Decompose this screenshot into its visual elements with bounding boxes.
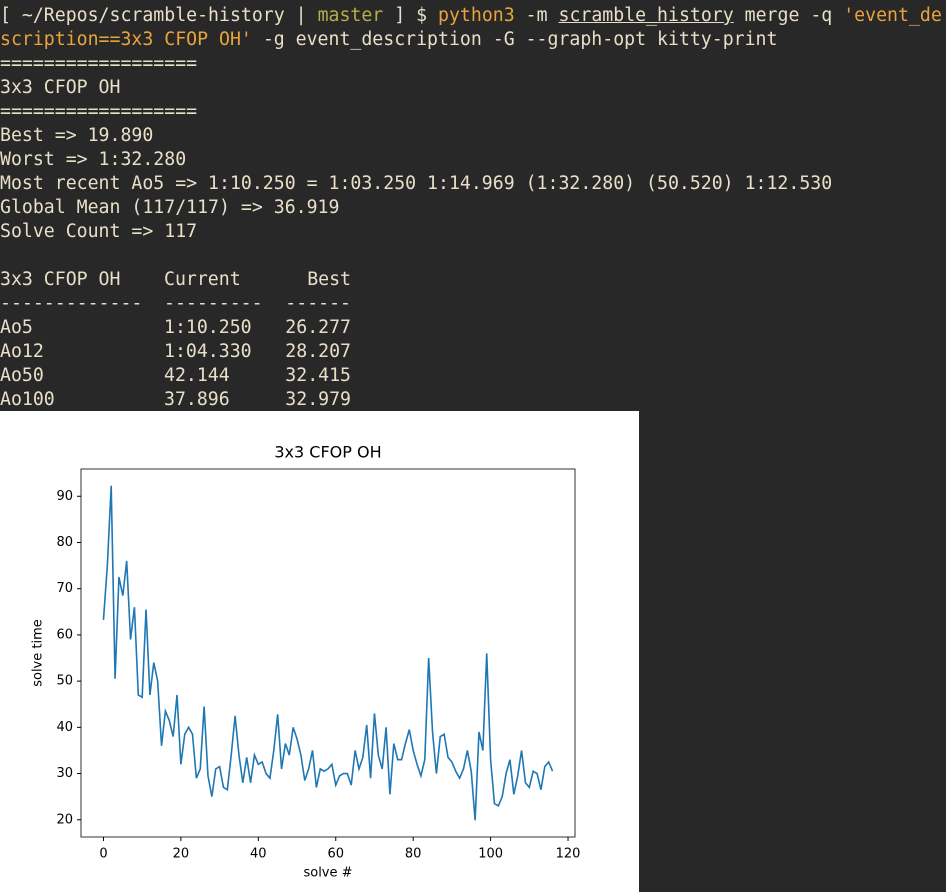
table-cell: 28.207 (285, 341, 351, 362)
x-tick-label: 0 (99, 847, 107, 862)
table-cell: 37.896 (164, 389, 230, 410)
command-segment: scription==3x3 CFOP OH' (0, 29, 252, 50)
table-cell: 1:04.330 (164, 341, 252, 362)
y-tick-label: 50 (56, 674, 73, 689)
table-rule: --------- (164, 293, 263, 314)
table-cell: Ao12 (0, 341, 44, 362)
command-segment: python3 (438, 5, 515, 26)
y-axis-label: solve time (31, 619, 46, 687)
output-line: ================== (0, 53, 198, 74)
x-tick-label: 60 (327, 847, 344, 862)
output-line: Solve Count => 117 (0, 221, 198, 242)
table-rule: ------------- (0, 293, 143, 314)
output-line: Best => 19.890 (0, 125, 154, 146)
chart: 3x3 CFOP OH solve # solve time 0 20 40 60 80… (0, 411, 639, 892)
output-line: Most recent Ao5 => 1:10.250 = 1:03.250 1… (0, 173, 833, 194)
data-line (102, 485, 554, 821)
command-segment: -g event_description -G --graph-opt kitt… (262, 29, 778, 50)
command-segment: [ ~/Repos/scramble-history | (0, 5, 307, 26)
axes-frame (80, 468, 576, 838)
table-cell: 32.415 (285, 365, 351, 386)
y-tick-label: 60 (56, 627, 73, 642)
command-line: [ ~/Repos/scramble-history | master ] $ … (0, 4, 942, 28)
output-line: Worst => 1:32.280 (0, 149, 187, 170)
table-cell: 26.277 (285, 317, 351, 338)
table-cell: Ao50 (0, 365, 44, 386)
output-line: 3x3 CFOP OH (0, 77, 121, 98)
y-tick-label: 80 (56, 535, 73, 550)
y-tick-label: 40 (56, 720, 73, 735)
command-segment: -m (525, 5, 548, 26)
table-header: Best (307, 269, 351, 290)
table-header: 3x3 CFOP OH (0, 269, 121, 290)
y-tick-label: 20 (56, 812, 73, 827)
x-tick-label: 20 (173, 847, 190, 862)
command-segment: scramble_history (558, 5, 734, 26)
x-tick-label: 80 (405, 847, 422, 862)
table-cell: Ao100 (0, 389, 55, 410)
y-tick-label: 30 (56, 766, 73, 781)
terminal: [ ~/Repos/scramble-history | master ] $ … (0, 0, 946, 411)
x-axis-label: solve # (303, 866, 352, 881)
output-line: ================== (0, 101, 198, 122)
x-tick-label: 100 (478, 847, 503, 862)
table-cell: Ao5 (0, 317, 33, 338)
command-segment: 'event_de (843, 5, 942, 26)
y-tick-label: 90 (56, 489, 73, 504)
command-line: scription==3x3 CFOP OH' -g event_descrip… (0, 28, 777, 52)
table-cell: 42.144 (164, 365, 230, 386)
y-tick-label: 70 (56, 581, 73, 596)
command-segment: master (317, 5, 384, 26)
command-segment: ] $ (394, 5, 428, 26)
table-rule: ------ (285, 293, 351, 314)
command-segment: merge -q (744, 5, 833, 26)
table-cell: 32.979 (285, 389, 351, 410)
chart-title: 3x3 CFOP OH (274, 443, 381, 462)
output-line: Global Mean (117/117) => 36.919 (0, 197, 340, 218)
x-tick-label: 120 (556, 847, 581, 862)
table-cell: 1:10.250 (164, 317, 252, 338)
x-tick-label: 40 (250, 847, 267, 862)
table-header: Current (164, 269, 241, 290)
